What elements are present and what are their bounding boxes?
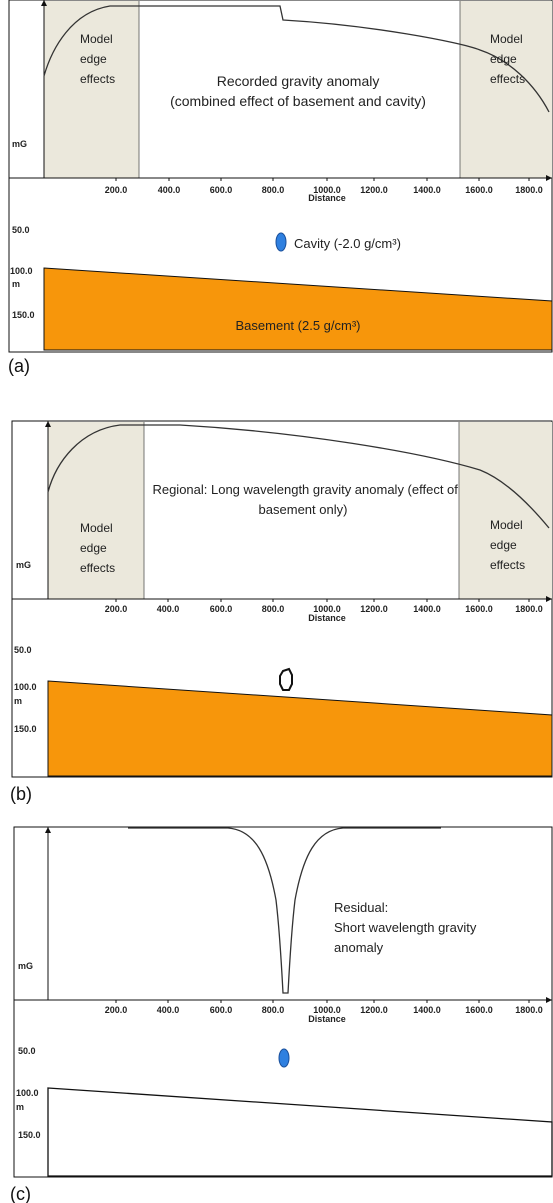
panel-b-left-edge-zone	[48, 422, 144, 599]
panel-b-depth-tick-150: 150.0	[14, 724, 37, 734]
panel-c-tick-600: 600.0	[210, 1005, 233, 1015]
panel-a-distance-arrow-icon	[546, 175, 552, 181]
panel-c-tick-200: 200.0	[105, 1005, 128, 1015]
panel-a-center-label: Recorded gravity anomaly (combined effec…	[170, 73, 426, 109]
panel-c-basement-outline	[47, 1087, 553, 1177]
panel-b-distance-label: Distance	[308, 613, 346, 623]
panel-a-tick-200: 200.0	[105, 185, 128, 195]
panel-a-basement-label: Basement (2.5 g/cm³)	[236, 318, 361, 333]
panel-b-tick-1600: 1600.0	[465, 604, 493, 614]
panel-b-tick-400: 400.0	[157, 604, 180, 614]
panel-b-label: (b)	[10, 784, 32, 804]
panel-b-tick-1000: 1000.0	[313, 604, 341, 614]
panel-a-tick-1600: 1600.0	[465, 185, 493, 195]
panel-a-left-edge-zone	[44, 1, 139, 178]
panel-b-distance-arrow-icon	[546, 596, 552, 602]
panel-a-tick-1400: 1400.0	[413, 185, 441, 195]
panel-c-tick-1600: 1600.0	[465, 1005, 493, 1015]
panel-c-depth-unit: m	[16, 1102, 24, 1112]
panel-b-right-edge-label: Model edge effects	[490, 518, 526, 572]
panel-a-depth-tick-100: 100.0	[10, 266, 33, 276]
panel-a-distance-label: Distance	[308, 193, 346, 203]
panel-a-tick-1800: 1800.0	[515, 185, 543, 195]
panel-b-gravity-unit: mG	[16, 560, 31, 570]
panel-a-depth-tick-150: 150.0	[12, 310, 35, 320]
panel-a-depth-unit: m	[12, 279, 20, 289]
panel-c-gravity-unit: mG	[18, 961, 33, 971]
panel-b-center-label: Regional: Long wavelength gravity anomal…	[152, 482, 461, 517]
panel-b-tick-800: 800.0	[262, 604, 285, 614]
panel-a-recorded-gravity-curve	[43, 5, 550, 113]
panel-a-tick-800: 800.0	[262, 185, 285, 195]
panel-b-regional-gravity-curve	[47, 424, 550, 529]
panel-b-right-edge-zone	[459, 422, 552, 599]
panel-b-distance-ticks: 200.0 400.0 600.0 800.0 1000.0 1200.0 14…	[105, 599, 543, 623]
panel-c-tick-800: 800.0	[262, 1005, 285, 1015]
panel-c-depth-tick-50: 50.0	[18, 1046, 36, 1056]
panel-a-distance-ticks: 200.0 400.0 600.0 800.0 1000.0 1200.0 14…	[105, 178, 543, 203]
panel-a-tick-400: 400.0	[158, 185, 181, 195]
panel-c-distance-ticks: 200.0 400.0 600.0 800.0 1000.0 1200.0 14…	[105, 1000, 543, 1024]
panel-a-left-edge-label: Model edge effects	[80, 32, 116, 86]
panel-a-right-edge-label: Model edge effects	[490, 32, 526, 86]
panel-c-cavity-body	[278, 1048, 290, 1068]
panel-b-cavity-outline	[279, 667, 293, 691]
panel-c-axis-arrow-icon	[45, 827, 51, 833]
panel-c-residual-gravity-curve	[128, 827, 441, 994]
panel-c-frame	[13, 826, 553, 1178]
panel-b-tick-200: 200.0	[105, 604, 128, 614]
panel-c-tick-1800: 1800.0	[515, 1005, 543, 1015]
panel-b-tick-1200: 1200.0	[360, 604, 388, 614]
panel-a-tick-1200: 1200.0	[360, 185, 388, 195]
panel-a-right-edge-zone	[460, 1, 552, 178]
panel-c-tick-1000: 1000.0	[313, 1005, 341, 1015]
panel-a-cavity-body	[275, 232, 287, 252]
panel-a-tick-1000: 1000.0	[313, 185, 341, 195]
panel-b-tick-1800: 1800.0	[515, 604, 543, 614]
panel-c-label: (c)	[10, 1184, 31, 1203]
panel-c-distance-label: Distance	[308, 1014, 346, 1024]
panel-b: Regional: Long wavelength gravity anomal…	[10, 420, 553, 804]
panel-b-depth-unit: m	[14, 696, 22, 706]
panel-b-depth-tick-50: 50.0	[14, 645, 32, 655]
panel-a-depth-tick-50: 50.0	[12, 225, 30, 235]
panel-a-label: (a)	[8, 356, 30, 376]
panel-c-tick-1400: 1400.0	[413, 1005, 441, 1015]
panel-b-left-edge-label: Model edge effects	[80, 521, 116, 575]
panel-a-basement-body	[43, 267, 553, 351]
panel-c-residual-label: Residual: Short wavelength gravity anoma…	[334, 900, 480, 955]
panel-a-axis-arrow-icon	[41, 0, 47, 6]
panel-b-tick-1400: 1400.0	[413, 604, 441, 614]
panel-b-depth-tick-100: 100.0	[14, 682, 37, 692]
panel-c: Residual: Short wavelength gravity anoma…	[10, 826, 553, 1203]
panel-c-depth-tick-150: 150.0	[18, 1130, 41, 1140]
panel-a: Model edge effects Model edge effects Re…	[8, 0, 553, 376]
panel-b-axis-arrow-icon	[45, 421, 51, 427]
panel-a-tick-600: 600.0	[210, 185, 233, 195]
panel-a-gravity-unit: mG	[12, 139, 27, 149]
panel-b-basement-body	[47, 680, 553, 777]
panel-c-depth-tick-100: 100.0	[16, 1088, 39, 1098]
panel-c-tick-400: 400.0	[157, 1005, 180, 1015]
panel-b-tick-600: 600.0	[210, 604, 233, 614]
panel-c-distance-arrow-icon	[546, 997, 552, 1003]
panel-c-tick-1200: 1200.0	[360, 1005, 388, 1015]
panel-a-cavity-label: Cavity (-2.0 g/cm³)	[294, 236, 401, 251]
